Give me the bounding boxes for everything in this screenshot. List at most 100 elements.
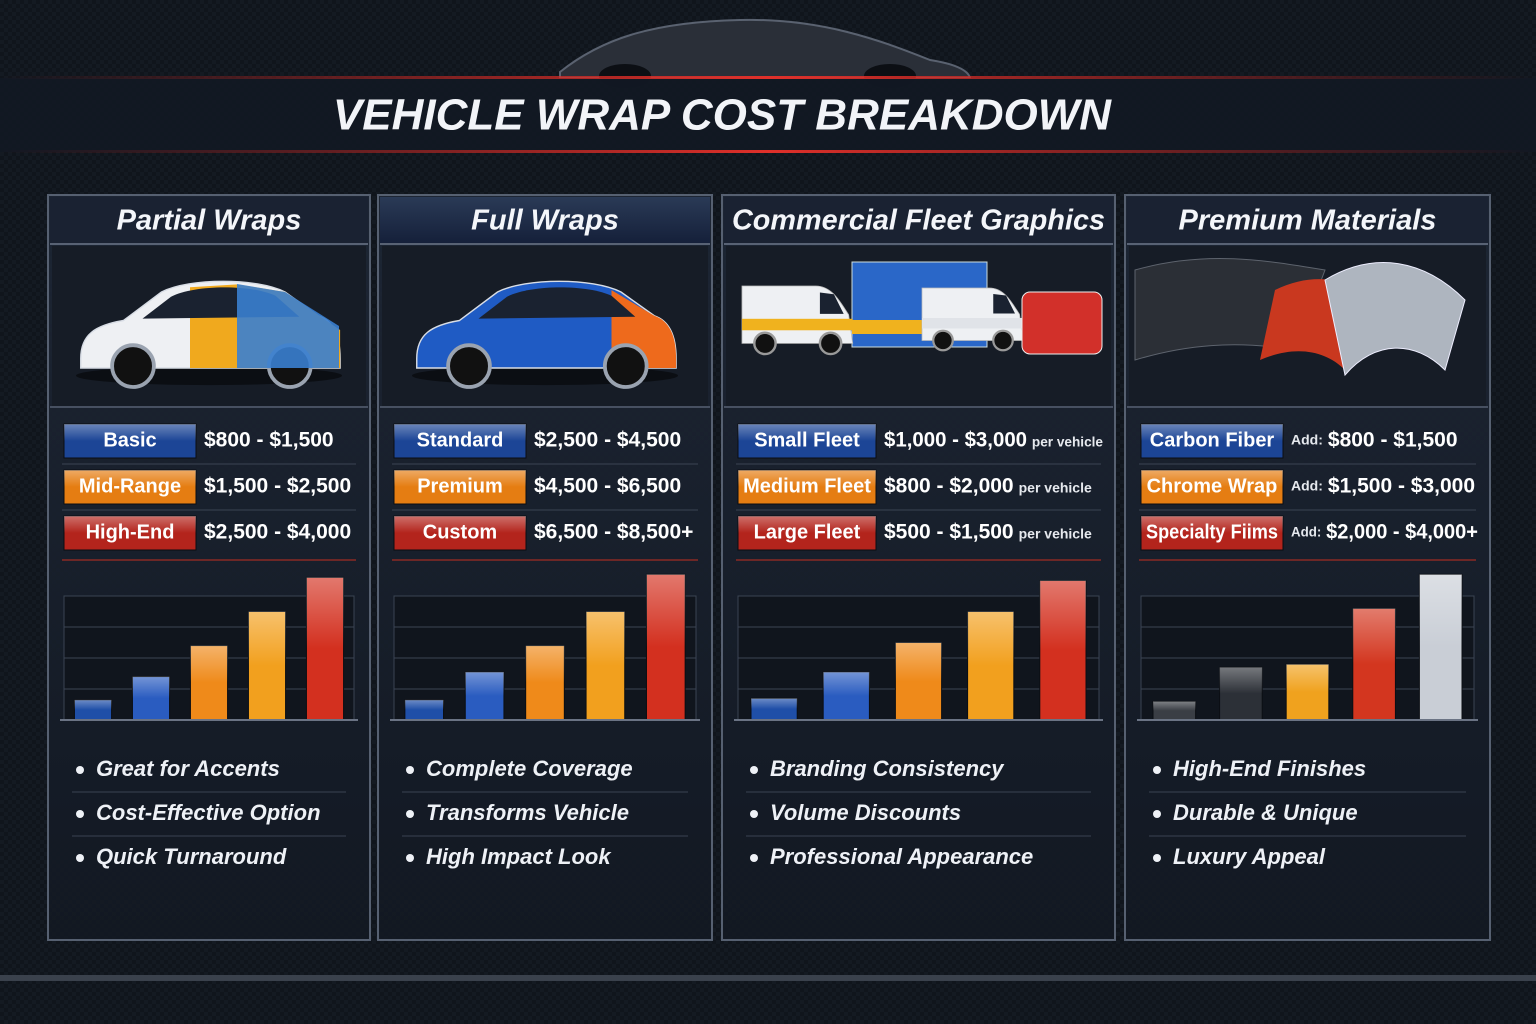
- tier-label: Premium: [417, 475, 503, 497]
- panel-title: Full Wraps: [471, 205, 619, 237]
- tier-price: $1,500 - $2,500: [204, 475, 351, 498]
- bullet-dot: [76, 766, 84, 774]
- bullet-text: Branding Consistency: [770, 756, 1005, 781]
- bar-sheen: [1419, 574, 1463, 720]
- bullet-text: Durable & Unique: [1173, 800, 1358, 825]
- tier-sheen: [64, 470, 196, 504]
- bullet-text: Transforms Vehicle: [426, 800, 629, 825]
- panel-title: Partial Wraps: [117, 205, 302, 237]
- bar-sheen: [646, 574, 686, 720]
- van-illustration: [741, 285, 854, 356]
- panel: Full Wraps Standard $2,500 - $4,500 Premium…: [377, 194, 713, 941]
- bullet-dot: [1153, 766, 1161, 774]
- van-window: [819, 292, 844, 314]
- panel: Commercial Fleet Graphics Small Fleet $1,0…: [721, 194, 1116, 941]
- bar-sheen: [1219, 667, 1263, 720]
- bar-sheen: [74, 699, 112, 720]
- title-band: [0, 78, 1536, 152]
- van-red: [1021, 291, 1103, 355]
- price-prefix: Add:: [1291, 432, 1323, 448]
- bullet-dot: [406, 766, 414, 774]
- tier-sheen: [738, 470, 876, 504]
- bar-sheen: [1286, 664, 1329, 720]
- tier-price: $2,500 - $4,500: [534, 429, 681, 452]
- bar-sheen: [895, 642, 942, 720]
- panel-header: [50, 197, 368, 243]
- price-prefix: Add:: [1291, 478, 1323, 494]
- bullet-dot: [406, 810, 414, 818]
- tier-label: Carbon Fiber: [1150, 429, 1275, 451]
- tier-sheen: [738, 424, 876, 458]
- car-accent: [237, 284, 339, 368]
- tier-price: $6,500 - $8,500+: [534, 521, 693, 544]
- bar-sheen: [967, 611, 1014, 720]
- bar-sheen: [525, 645, 565, 720]
- tier-label: Specialty Fiims: [1146, 521, 1278, 543]
- bullet-text: Complete Coverage: [426, 756, 633, 781]
- bar-sheen: [1352, 608, 1396, 720]
- price-note: per vehicle: [1019, 526, 1092, 542]
- wheel: [446, 343, 492, 389]
- bar-sheen: [1039, 580, 1087, 720]
- bullet-dot: [1153, 854, 1161, 862]
- panel-title: Premium Materials: [1179, 205, 1437, 237]
- panel: Premium Materials Carbon Fiber Add: $800 - …: [1124, 194, 1491, 941]
- wheel: [932, 329, 954, 352]
- tier-sheen: [1141, 470, 1283, 504]
- bar-sheen: [465, 671, 504, 720]
- wheel: [818, 331, 843, 356]
- tier-label: High-End: [86, 521, 175, 543]
- page-title: VEHICLE WRAP COST BREAKDOWN: [333, 91, 1112, 140]
- wheel: [110, 343, 156, 389]
- price-note: per vehicle: [1019, 480, 1092, 496]
- tier-sheen: [1141, 424, 1283, 458]
- bar-sheen: [248, 611, 286, 720]
- car-illustration: [412, 280, 678, 389]
- bullet-dot: [750, 854, 758, 862]
- panel: Partial Wraps Basic $800 - $1,500 Mid-Range…: [47, 194, 371, 941]
- tier-price: $4,500 - $6,500: [534, 475, 681, 498]
- bullet-dot: [750, 766, 758, 774]
- floor-rule: [0, 975, 1536, 981]
- bar-sheen: [132, 676, 170, 720]
- tier-price: $800 - $2,000: [884, 475, 1014, 498]
- bullet-dot: [406, 854, 414, 862]
- wheel: [753, 331, 777, 356]
- tier-label: Chrome Wrap: [1147, 475, 1278, 497]
- panel-header: [380, 197, 710, 243]
- van-window: [993, 294, 1015, 314]
- bullet-dot: [76, 854, 84, 862]
- van-illustration: [921, 287, 1024, 352]
- bullet-text: High Impact Look: [426, 844, 612, 869]
- bullet-text: Quick Turnaround: [96, 844, 287, 869]
- tier-sheen: [64, 424, 196, 458]
- bullet-text: Great for Accents: [96, 756, 280, 781]
- bullet-dot: [76, 810, 84, 818]
- tier-price: $800 - $1,500: [1328, 429, 1458, 452]
- panel-header: [724, 197, 1113, 243]
- tier-label: Small Fleet: [754, 429, 860, 451]
- bar-sheen: [750, 698, 798, 720]
- car-window: [478, 287, 636, 319]
- bullet-text: Volume Discounts: [770, 800, 961, 825]
- tier-label: Custom: [423, 521, 497, 543]
- tier-label: Medium Fleet: [743, 475, 871, 497]
- bar-sheen: [404, 699, 444, 720]
- tier-sheen: [394, 470, 526, 504]
- panel-header: [1127, 197, 1488, 243]
- price-note: per vehicle: [1032, 434, 1103, 450]
- bullet-dot: [1153, 810, 1161, 818]
- bar-sheen: [586, 611, 625, 720]
- panel-title: Commercial Fleet Graphics: [732, 205, 1105, 237]
- tier-label: Basic: [103, 429, 156, 451]
- price-prefix: Add:: [1291, 524, 1321, 540]
- wheel: [602, 343, 649, 389]
- tier-label: Standard: [417, 429, 504, 451]
- bar-sheen: [1152, 701, 1196, 720]
- tier-price: $800 - $1,500: [204, 429, 334, 452]
- chrome-sheet: [1324, 262, 1466, 377]
- tier-sheen: [1141, 516, 1283, 550]
- bullet-text: Professional Appearance: [770, 844, 1033, 869]
- tier-price: $500 - $1,500: [884, 521, 1014, 544]
